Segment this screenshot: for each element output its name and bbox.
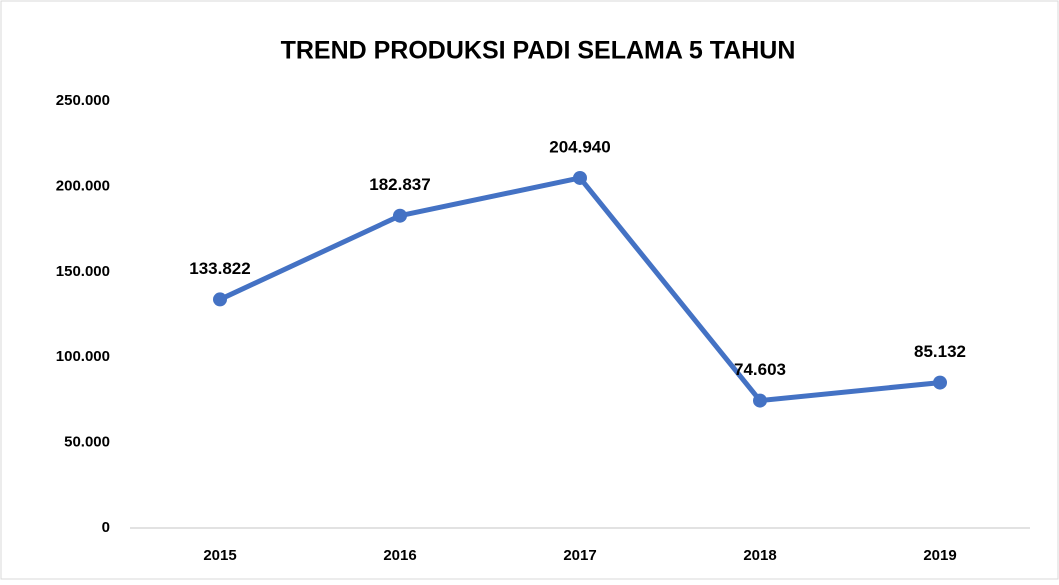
marker [753,393,767,408]
marker [933,375,947,390]
y-tick-label: 100.000 [56,348,110,365]
x-tick-label: 2019 [923,547,956,564]
marker [573,170,587,185]
marker [213,292,227,307]
y-tick-label: 250.000 [56,92,110,109]
data-label: 74.603 [734,360,786,379]
data-label: 204.940 [549,137,610,156]
chart-title: TREND PRODUKSI PADI SELAMA 5 TAHUN [281,37,796,65]
x-tick-label: 2017 [563,547,596,564]
x-tick-label: 2015 [203,547,236,564]
data-label: 85.132 [914,342,966,361]
y-tick-label: 150.000 [56,263,110,280]
y-tick-label: 50.000 [64,434,110,451]
y-tick-label: 200.000 [56,177,110,194]
x-tick-label: 2016 [383,547,416,564]
marker [393,208,407,223]
data-label: 133.822 [189,259,250,278]
data-label: 182.837 [369,175,430,194]
x-tick-label: 2018 [743,547,776,564]
y-tick-label: 0 [102,519,110,536]
